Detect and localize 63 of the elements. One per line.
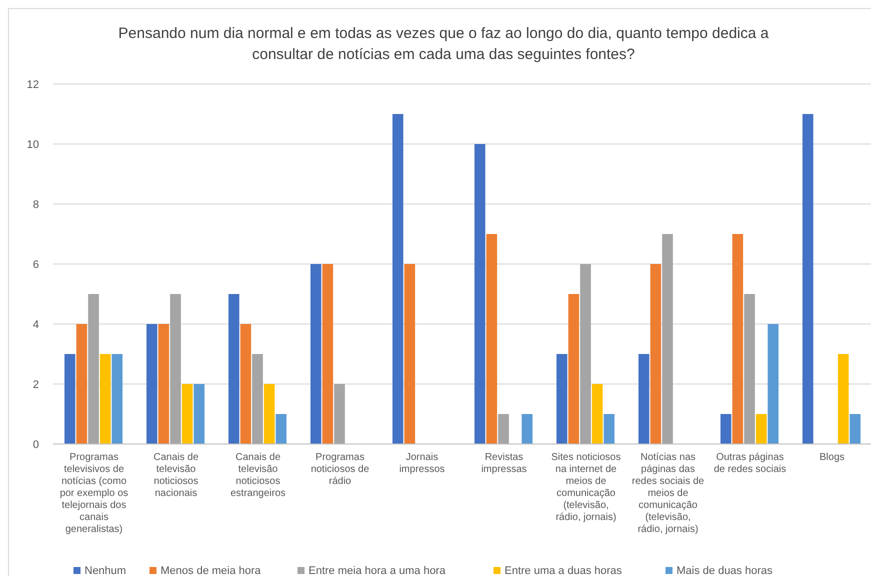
bar [568,294,580,444]
bar [64,354,76,444]
bar [638,354,650,444]
bar [264,384,275,444]
bar [650,264,662,444]
bar [228,294,240,444]
bar [158,324,170,444]
bar [838,354,849,444]
y-tick-label: 4 [32,318,39,331]
bar [146,324,158,444]
bar [240,324,252,444]
x-tick-label: Outras páginas de redes sociais [714,452,786,475]
bar [556,354,568,444]
bar [474,144,486,444]
bar [756,414,767,444]
bar [392,114,404,444]
x-tick-label: Programas noticiosos de rádio [310,452,370,487]
bar [100,354,111,444]
x-tick-label: Jornais impressos [399,452,445,475]
chart-title: Pensando num dia normal e em todas as vezes que o faz ao longo do dia, quanto tempo dedica a consultar de notícias em cada uma das seguintes fontes? [118,25,770,63]
bar [182,384,193,444]
x-tick-label: Sites noticiosos na internet de meios de comunicação (televisão, rádio, jornais) [551,452,621,523]
bar [310,264,322,444]
legend-label: Menos de meia hora [160,565,262,576]
bar [580,264,591,444]
bar [498,414,509,444]
y-tick-label: 0 [32,438,39,451]
legend-label: Mais de duas horas [676,565,773,576]
x-tick-label: Notícias nas páginas das redes sociais de meios de comunicação (televisão, rádio, jornais) [632,452,705,535]
bar [322,264,334,444]
bar [194,384,205,444]
bar [720,414,732,444]
x-tick-label: Canais de televisão noticiosos estrangeiros [230,452,286,499]
bar [276,414,287,444]
bar [604,414,615,444]
y-tick-label: 6 [32,258,39,271]
bar [592,384,603,444]
bar [112,354,123,444]
legend-label: Entre meia hora a uma hora [308,565,446,576]
y-tick-label: 10 [26,138,39,151]
bar [170,294,181,444]
y-tick-label: 12 [26,78,39,91]
y-tick-label: 8 [32,198,39,211]
legend-label: Entre uma a duas horas [504,565,622,576]
x-tick-label: Blogs [819,452,845,463]
legend-label: Nenhum [84,565,126,576]
bar [662,234,673,444]
bar [768,324,779,444]
bar [802,114,814,444]
bar [252,354,263,444]
x-tick-label: Programas televisivos de notícias (como por exemplo os telejornais dos canais generalistas) [60,452,128,535]
bar [334,384,345,444]
bar [732,234,744,444]
y-tick-label: 2 [32,378,39,391]
bar [850,414,861,444]
bar [486,234,498,444]
bar [404,264,416,444]
x-tick-label: Canais de televisão noticiosos nacionais [153,452,199,499]
bar [744,294,755,444]
x-tick-label: Revistas impressas [481,452,527,475]
bar [88,294,99,444]
bar [76,324,88,444]
bar [522,414,533,444]
